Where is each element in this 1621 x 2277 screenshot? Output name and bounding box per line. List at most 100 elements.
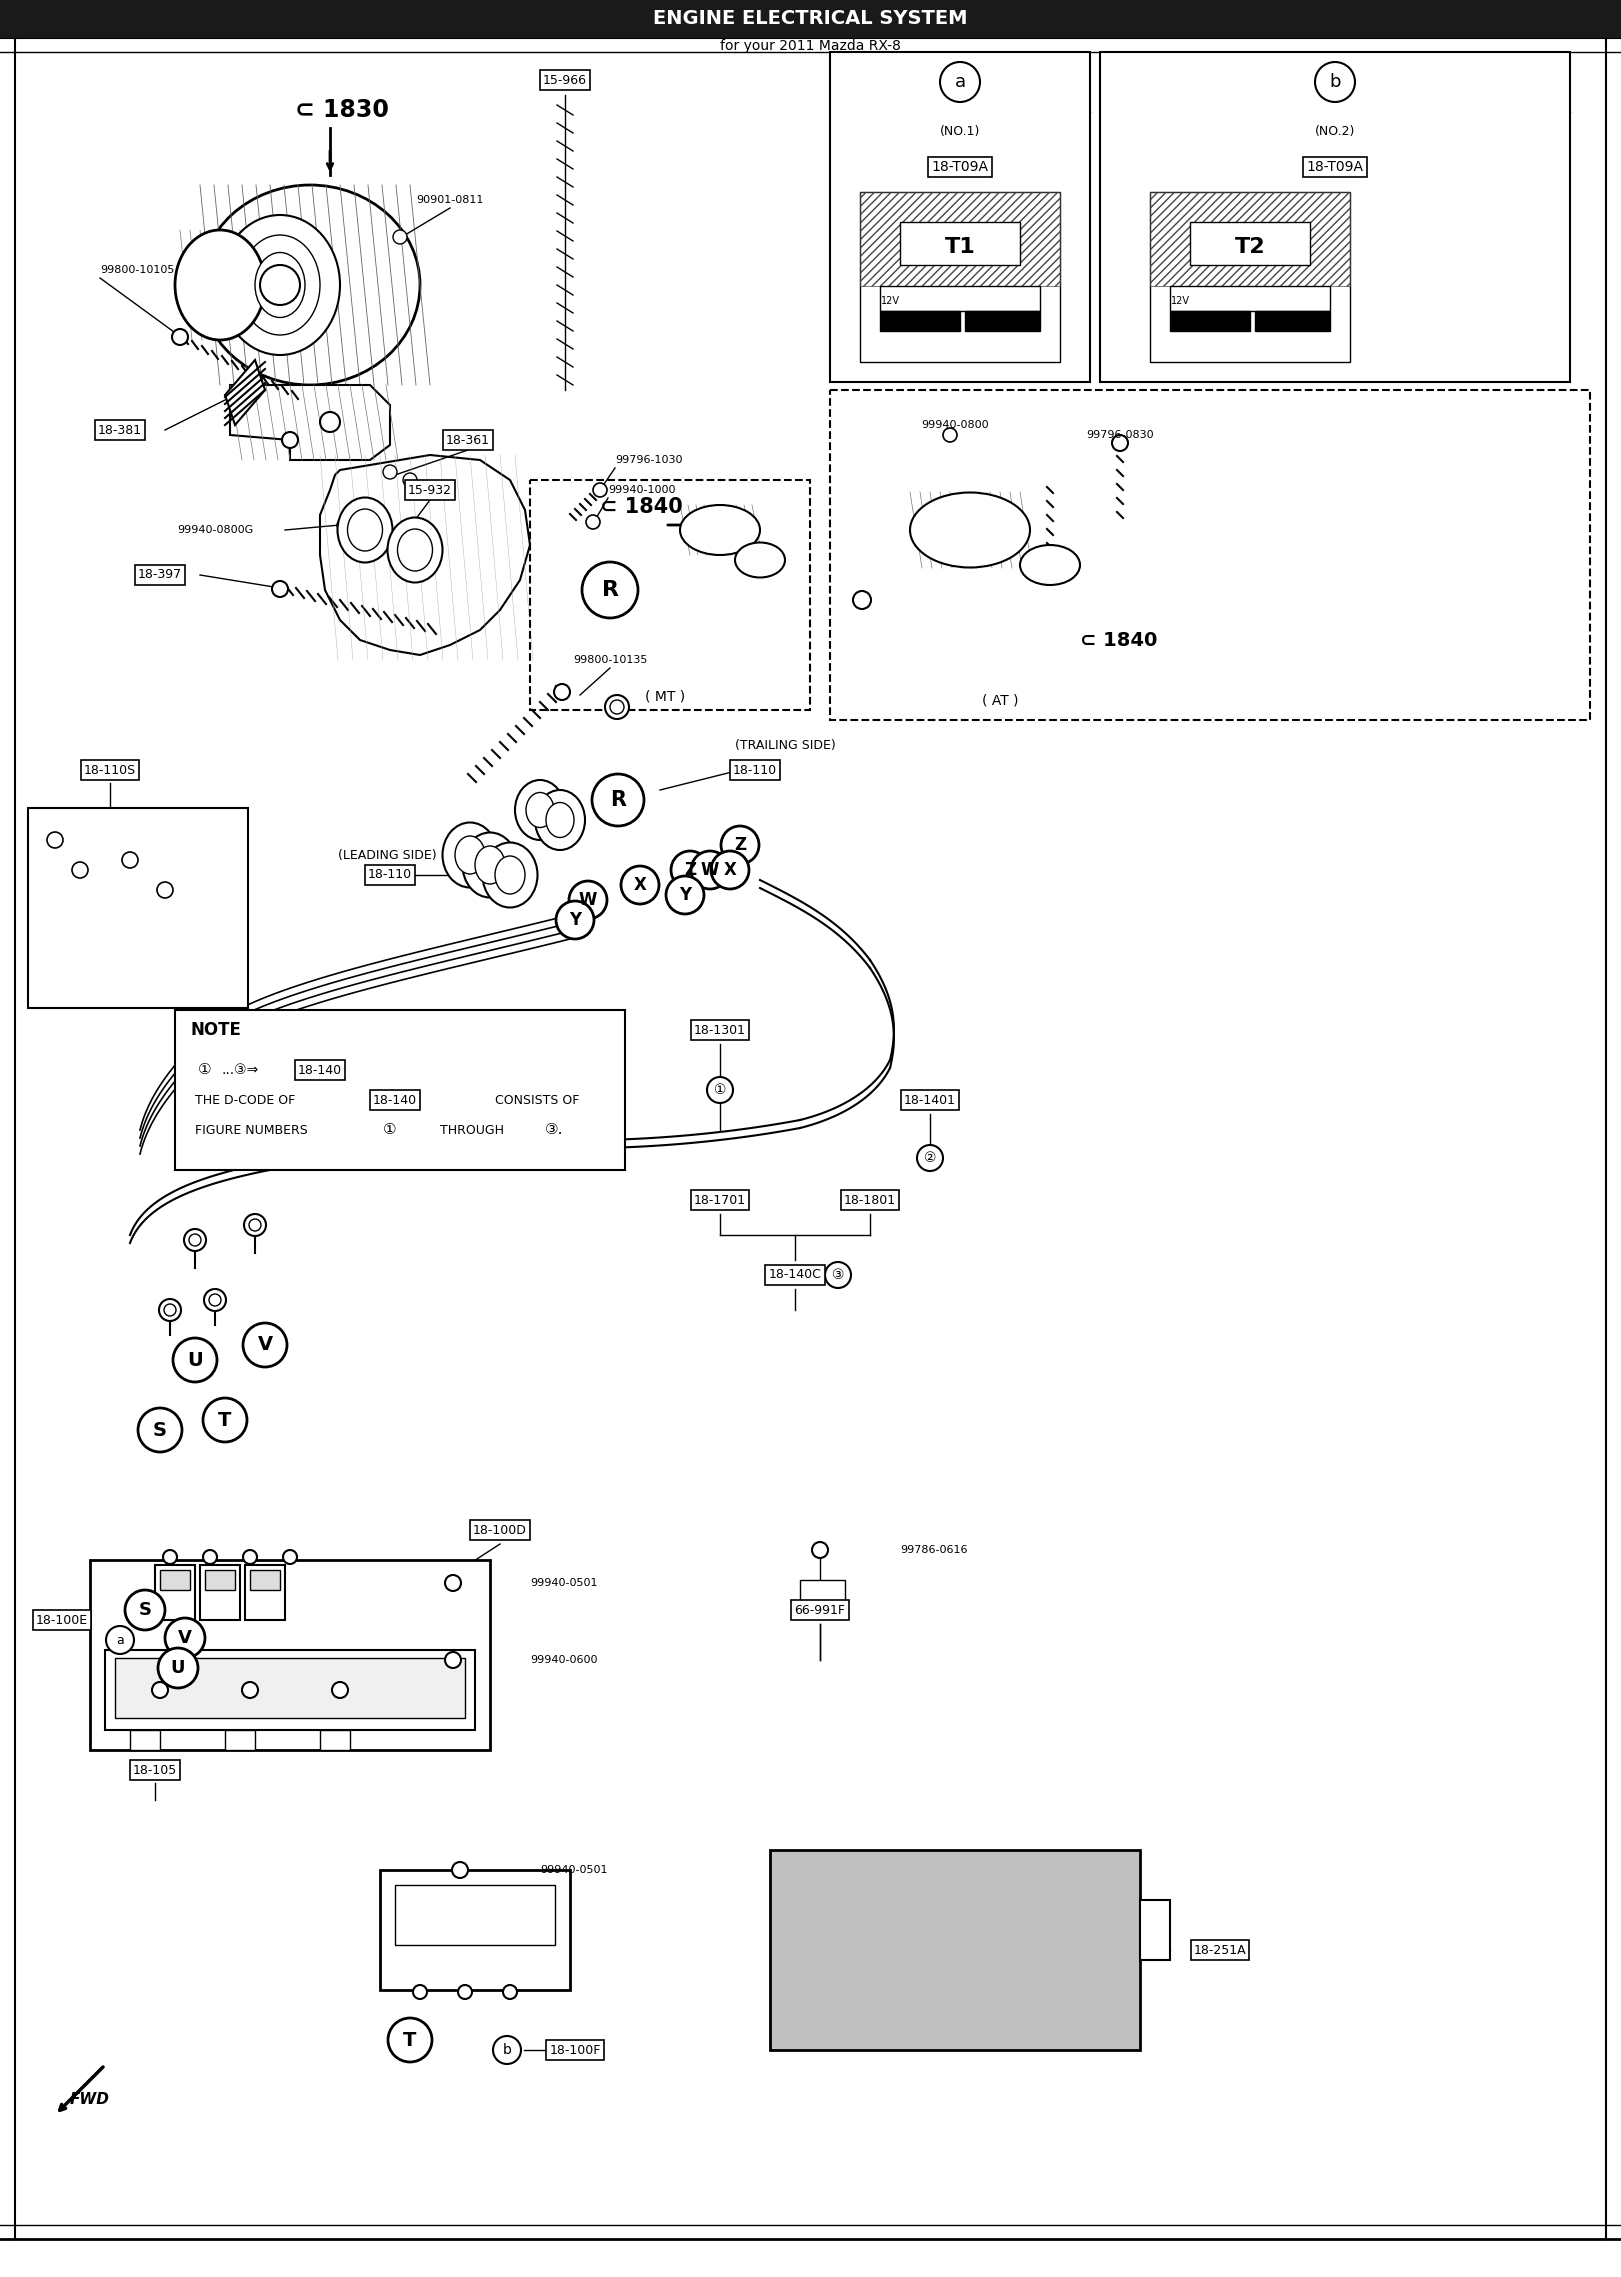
Bar: [1170, 310, 1250, 330]
Text: 18-100F: 18-100F: [550, 2042, 601, 2056]
Ellipse shape: [546, 802, 574, 838]
Bar: [160, 1571, 190, 1589]
Text: T1: T1: [945, 237, 976, 257]
Text: R: R: [609, 790, 626, 811]
Text: 99940-1000: 99940-1000: [608, 485, 676, 494]
Circle shape: [940, 61, 981, 102]
Circle shape: [319, 412, 340, 433]
Circle shape: [284, 1551, 297, 1564]
Ellipse shape: [909, 492, 1029, 567]
Text: 18-110S: 18-110S: [84, 763, 136, 776]
Circle shape: [459, 1986, 472, 1999]
Circle shape: [245, 1214, 266, 1236]
Text: Y: Y: [569, 911, 580, 929]
Text: ENGINE ELECTRICAL SYSTEM: ENGINE ELECTRICAL SYSTEM: [653, 9, 968, 30]
Text: W: W: [700, 861, 720, 879]
Text: 18-1401: 18-1401: [905, 1093, 956, 1107]
Polygon shape: [319, 455, 530, 656]
Circle shape: [712, 852, 749, 888]
Circle shape: [259, 264, 300, 305]
Bar: [964, 310, 1041, 330]
Circle shape: [165, 1619, 204, 1658]
Text: 18-251A: 18-251A: [1193, 1945, 1247, 1956]
Bar: [319, 1731, 350, 1751]
Text: R: R: [601, 581, 619, 601]
Circle shape: [404, 474, 417, 487]
Text: 15-966: 15-966: [543, 73, 587, 87]
Text: 18-100D: 18-100D: [473, 1523, 527, 1537]
Text: ( MT ): ( MT ): [645, 690, 686, 704]
Text: ③: ③: [832, 1268, 845, 1282]
Ellipse shape: [515, 781, 566, 840]
Circle shape: [392, 230, 407, 244]
Text: THE D-CODE OF: THE D-CODE OF: [195, 1093, 295, 1107]
Text: S: S: [138, 1601, 151, 1619]
Ellipse shape: [483, 842, 538, 909]
Circle shape: [671, 852, 708, 888]
Circle shape: [917, 1145, 943, 1170]
Circle shape: [242, 1683, 258, 1699]
Circle shape: [825, 1261, 851, 1289]
Bar: [130, 1731, 160, 1751]
Bar: [880, 310, 960, 330]
Text: 99940-0800: 99940-0800: [921, 419, 989, 430]
Circle shape: [721, 827, 759, 863]
Ellipse shape: [175, 230, 264, 339]
Text: T2: T2: [1235, 237, 1266, 257]
Circle shape: [593, 483, 606, 496]
Circle shape: [446, 1653, 460, 1669]
Text: W: W: [579, 890, 597, 909]
Text: ⊂ 1840: ⊂ 1840: [1080, 631, 1157, 649]
Text: b: b: [503, 2042, 512, 2056]
Circle shape: [125, 1589, 165, 1630]
Circle shape: [943, 428, 956, 442]
Polygon shape: [225, 360, 264, 426]
Circle shape: [337, 519, 349, 531]
Text: 12V: 12V: [880, 296, 900, 305]
Text: 15-932: 15-932: [408, 483, 452, 496]
Text: 90901-0811: 90901-0811: [417, 196, 483, 205]
Bar: [199, 1564, 240, 1619]
Text: X: X: [634, 877, 647, 895]
Bar: [91, 1560, 490, 1751]
Circle shape: [332, 1683, 349, 1699]
Bar: [861, 191, 1060, 285]
Ellipse shape: [443, 822, 498, 888]
Bar: [250, 1571, 280, 1589]
Ellipse shape: [462, 833, 517, 897]
Text: ③.: ③.: [545, 1123, 564, 1138]
Text: Z: Z: [684, 861, 695, 879]
Circle shape: [250, 1218, 261, 1232]
Circle shape: [605, 694, 629, 720]
Text: V: V: [178, 1628, 191, 1646]
Text: ①: ①: [713, 1084, 726, 1098]
Circle shape: [621, 865, 660, 904]
Circle shape: [707, 1077, 733, 1102]
Circle shape: [185, 1230, 206, 1250]
Text: ⊂ 1840: ⊂ 1840: [600, 496, 682, 517]
Text: U: U: [170, 1660, 185, 1676]
Ellipse shape: [254, 253, 305, 317]
Text: for your 2011 Mazda RX-8: for your 2011 Mazda RX-8: [720, 39, 901, 52]
Ellipse shape: [347, 510, 383, 551]
Bar: [880, 285, 1041, 310]
Circle shape: [71, 863, 88, 879]
Text: 18-110: 18-110: [368, 868, 412, 881]
Text: 18-140: 18-140: [298, 1063, 342, 1077]
Circle shape: [243, 1551, 258, 1564]
Ellipse shape: [525, 792, 554, 827]
Text: (NO.2): (NO.2): [1315, 125, 1355, 139]
Text: ②: ②: [924, 1150, 937, 1166]
Circle shape: [383, 465, 397, 478]
Ellipse shape: [734, 542, 785, 578]
Circle shape: [609, 699, 624, 715]
Bar: [245, 1564, 285, 1619]
Text: 99940-0600: 99940-0600: [530, 1655, 598, 1664]
Ellipse shape: [535, 790, 585, 849]
Bar: [1149, 191, 1350, 285]
Circle shape: [172, 328, 188, 346]
Circle shape: [138, 1407, 182, 1453]
Circle shape: [413, 1986, 426, 1999]
Circle shape: [203, 1398, 246, 1441]
Bar: [225, 1731, 254, 1751]
